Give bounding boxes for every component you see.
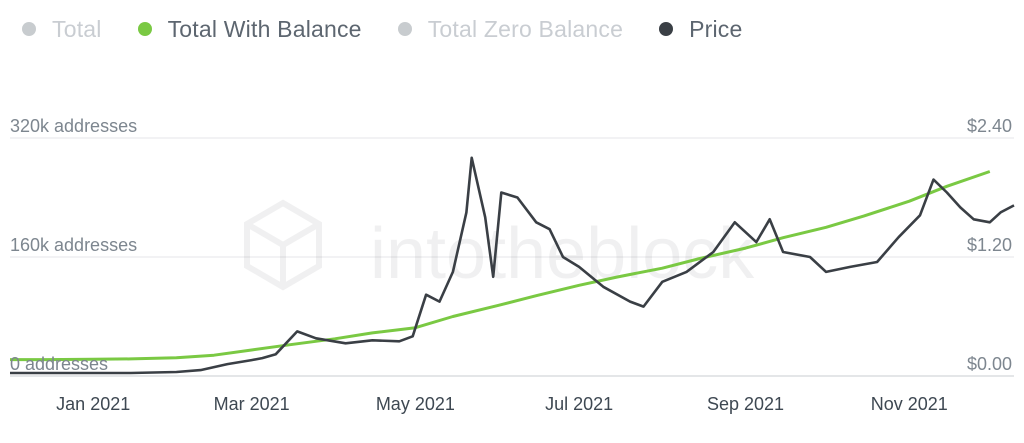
series-line-total-with-balance[interactable]	[10, 170, 991, 362]
x-tick-label: Mar 2021	[214, 394, 290, 414]
legend-dot-total	[22, 22, 36, 36]
chart-legend: Total Total With Balance Total Zero Bala…	[22, 12, 778, 46]
legend-dot-total-with-balance	[137, 22, 152, 36]
y-right-tick-label: $2.40	[967, 116, 1012, 136]
legend-label-total-zero-balance: Total Zero Balance	[427, 15, 624, 42]
legend-item-total[interactable]: Total	[22, 16, 102, 43]
x-axis-ticks: Jan 2021 Mar 2021 May 2021 Jul 2021 Sep 2021…	[56, 394, 948, 414]
legend-label-price: Price	[689, 15, 743, 42]
left-axis-ticks: 0 addresses 160k addresses 320k addresses	[10, 116, 137, 374]
right-axis-ticks: $0.00 $1.20 $2.40	[967, 116, 1012, 374]
y-right-tick-label: $1.20	[967, 235, 1012, 255]
gridlines	[10, 137, 1014, 377]
x-tick-label: Nov 2021	[871, 394, 948, 414]
x-tick-label: Jan 2021	[56, 394, 130, 414]
legend-item-total-with-balance[interactable]: Total With Balance	[137, 15, 362, 43]
x-tick-label: Sep 2021	[707, 394, 784, 414]
legend-item-total-zero-balance[interactable]: Total Zero Balance	[397, 15, 624, 43]
legend-label-total: Total	[52, 15, 102, 42]
series-line-price[interactable]	[10, 156, 1015, 375]
y-right-tick-label: $0.00	[967, 354, 1012, 374]
x-tick-label: Jul 2021	[545, 394, 613, 414]
y-left-tick-label: 160k addresses	[10, 235, 137, 255]
legend-dot-total-zero-balance	[397, 22, 412, 36]
x-tick-label: May 2021	[376, 394, 455, 414]
y-left-tick-label: 320k addresses	[10, 116, 137, 136]
y-left-tick-label: 0 addresses	[10, 354, 108, 374]
series-layer	[10, 156, 1015, 375]
legend-label-total-with-balance: Total With Balance	[167, 15, 362, 42]
watermark: intotheblock	[244, 199, 755, 294]
legend-item-price[interactable]: Price	[659, 16, 742, 43]
legend-dot-price	[659, 22, 674, 36]
